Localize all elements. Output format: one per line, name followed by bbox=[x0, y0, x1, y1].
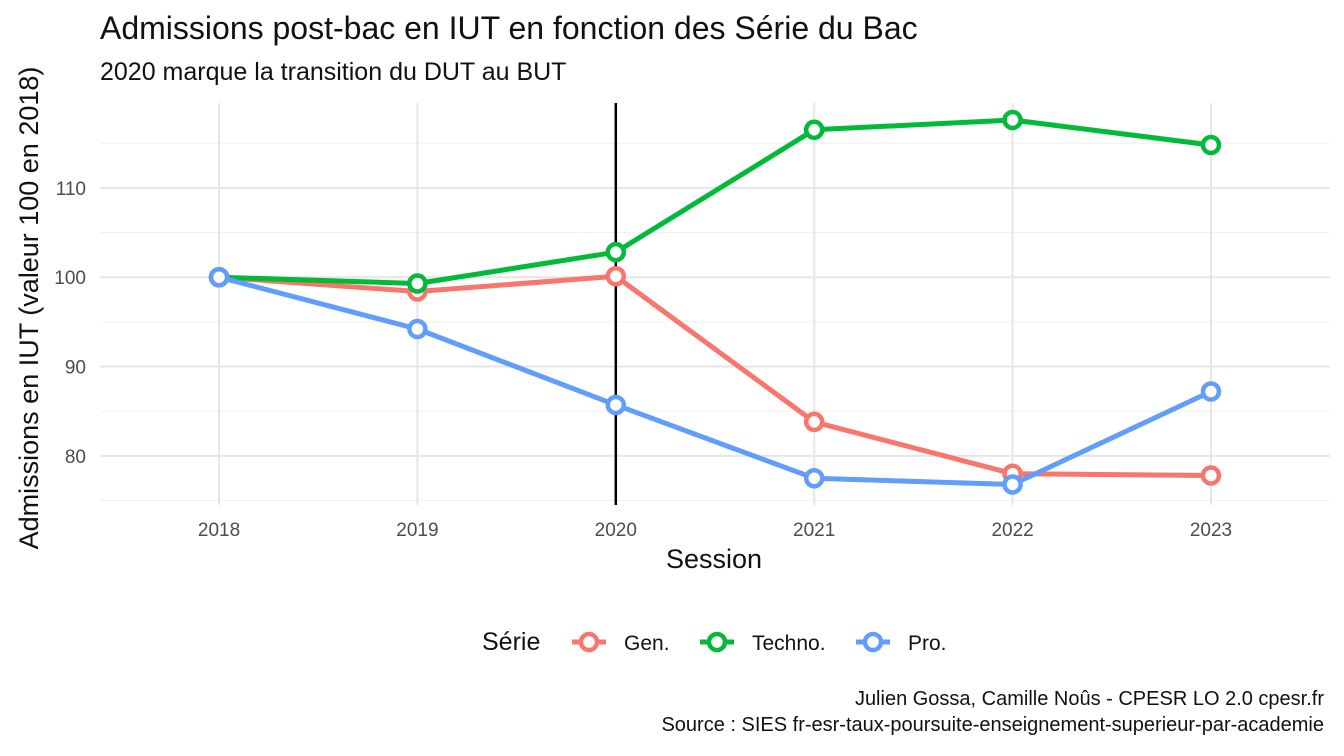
legend: Série Gen. Techno. Pro. bbox=[482, 628, 947, 656]
data-point-pro bbox=[605, 394, 627, 416]
y-tick-label: 100 bbox=[54, 268, 86, 289]
caption-credits: Julien Gossa, Camille Noûs - CPESR LO 2.… bbox=[854, 688, 1324, 710]
data-point-pro bbox=[407, 318, 428, 340]
x-tick-label: 2019 bbox=[396, 520, 438, 541]
data-point-pro bbox=[1200, 381, 1222, 402]
series-line-techno bbox=[216, 117, 1214, 286]
series-layer bbox=[208, 109, 1222, 495]
data-point-techno bbox=[803, 119, 825, 141]
series-line-gen bbox=[216, 273, 1214, 478]
x-axis-title: Session bbox=[666, 544, 762, 574]
legend-label-pro: Pro. bbox=[908, 632, 947, 655]
x-tick-label: 2022 bbox=[991, 520, 1033, 541]
data-point-gen bbox=[803, 411, 825, 433]
data-point-techno bbox=[407, 273, 428, 294]
data-point-techno bbox=[1002, 109, 1023, 131]
data-point-gen bbox=[605, 266, 627, 287]
chart-subtitle: 2020 marque la transition du DUT au BUT bbox=[100, 58, 567, 86]
series-line-pro bbox=[216, 274, 1214, 487]
data-point-gen bbox=[1200, 465, 1222, 486]
y-axis-title: Admissions en IUT (valeur 100 en 2018) bbox=[14, 67, 44, 550]
y-tick-label: 90 bbox=[65, 358, 86, 379]
tick-labels: 80 90 100 110 2018 2019 2020 2021 2022 2023 bbox=[54, 179, 1232, 541]
legend-label-techno: Techno. bbox=[752, 632, 826, 655]
legend-key-point-pro bbox=[862, 631, 884, 653]
major-gridlines bbox=[100, 103, 1330, 505]
data-point-pro bbox=[208, 266, 230, 288]
x-tick-label: 2018 bbox=[198, 520, 240, 541]
data-point-techno bbox=[1200, 134, 1222, 156]
y-tick-label: 110 bbox=[56, 179, 86, 200]
chart-title: Admissions post-bac en IUT en fonction d… bbox=[100, 10, 918, 46]
legend-title: Série bbox=[482, 628, 540, 656]
data-point-techno bbox=[605, 241, 627, 263]
x-tick-label: 2020 bbox=[595, 520, 637, 541]
legend-label-gen: Gen. bbox=[624, 632, 670, 655]
minor-gridlines bbox=[100, 142, 1330, 502]
legend-key-point-techno bbox=[706, 631, 728, 653]
x-tick-label: 2023 bbox=[1190, 520, 1232, 541]
y-tick-label: 80 bbox=[65, 447, 86, 468]
data-point-pro bbox=[803, 467, 825, 489]
caption-source: Source : SIES fr-esr-taux-poursuite-ense… bbox=[661, 714, 1324, 736]
data-point-pro bbox=[1002, 474, 1023, 495]
legend-key-point-gen bbox=[578, 631, 600, 653]
x-tick-label: 2021 bbox=[793, 520, 835, 541]
